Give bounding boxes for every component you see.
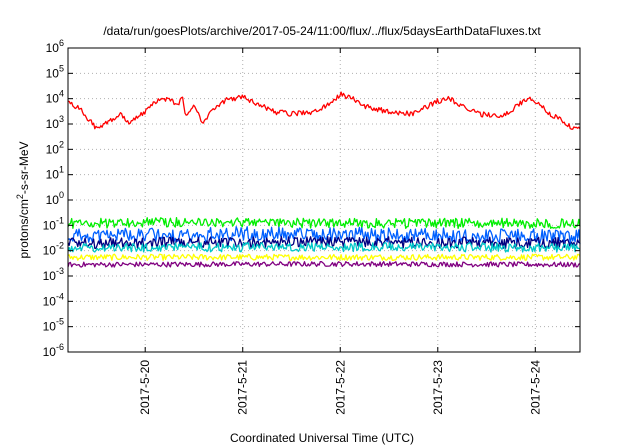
- y-tick-label: 10-4: [43, 291, 64, 308]
- x-tick-label: 2017-5-21: [236, 360, 250, 415]
- series-group: [67, 91, 581, 268]
- series-line-2: [67, 226, 581, 245]
- series-line-1: [67, 216, 581, 230]
- series-line-5: [67, 253, 581, 261]
- x-tick-label: 2017-5-23: [431, 360, 445, 415]
- y-axis-label-sup: 2: [15, 194, 25, 199]
- y-tick-label: 10-5: [43, 317, 64, 334]
- x-tick-label: 2017-5-24: [528, 360, 542, 415]
- y-tick-label: 101: [46, 165, 64, 182]
- y-tick-label: 105: [46, 63, 64, 80]
- series-line-0: [67, 91, 581, 130]
- grid: [68, 48, 580, 352]
- ticks: 10-6 10-5 10-4 10-3 10-2 10-1 100 101 102 103 104 1…: [43, 38, 580, 415]
- series-line-4: [67, 242, 581, 253]
- series-line-6: [67, 260, 581, 268]
- y-axis-label-text: protons/cm2-s-sr-MeV: [15, 141, 31, 258]
- y-axis-label-rest: -s-sr-MeV: [17, 141, 31, 194]
- y-axis-label: protons/cm2-s-sr-MeV: [15, 141, 31, 258]
- x-tick-label: 2017-5-22: [333, 360, 347, 415]
- y-axis-label-base: protons/cm: [17, 199, 31, 258]
- y-tick-label: 10-6: [43, 342, 64, 359]
- y-tick-label: 103: [46, 114, 64, 131]
- y-tick-label: 104: [46, 89, 64, 106]
- chart-title: /data/run/goesPlots/archive/2017-05-24/1…: [103, 24, 541, 38]
- y-tick-label: 10-1: [43, 215, 64, 232]
- y-tick-label: 106: [46, 38, 64, 55]
- y-tick-label: 10-3: [43, 266, 64, 283]
- y-tick-label: 100: [46, 190, 64, 207]
- x-axis-label: Coordinated Universal Time (UTC): [230, 431, 414, 445]
- x-tick-label: 2017-5-20: [138, 360, 152, 415]
- y-tick-label: 102: [46, 139, 64, 156]
- y-tick-label: 10-2: [43, 241, 64, 258]
- series-line-3: [67, 236, 581, 250]
